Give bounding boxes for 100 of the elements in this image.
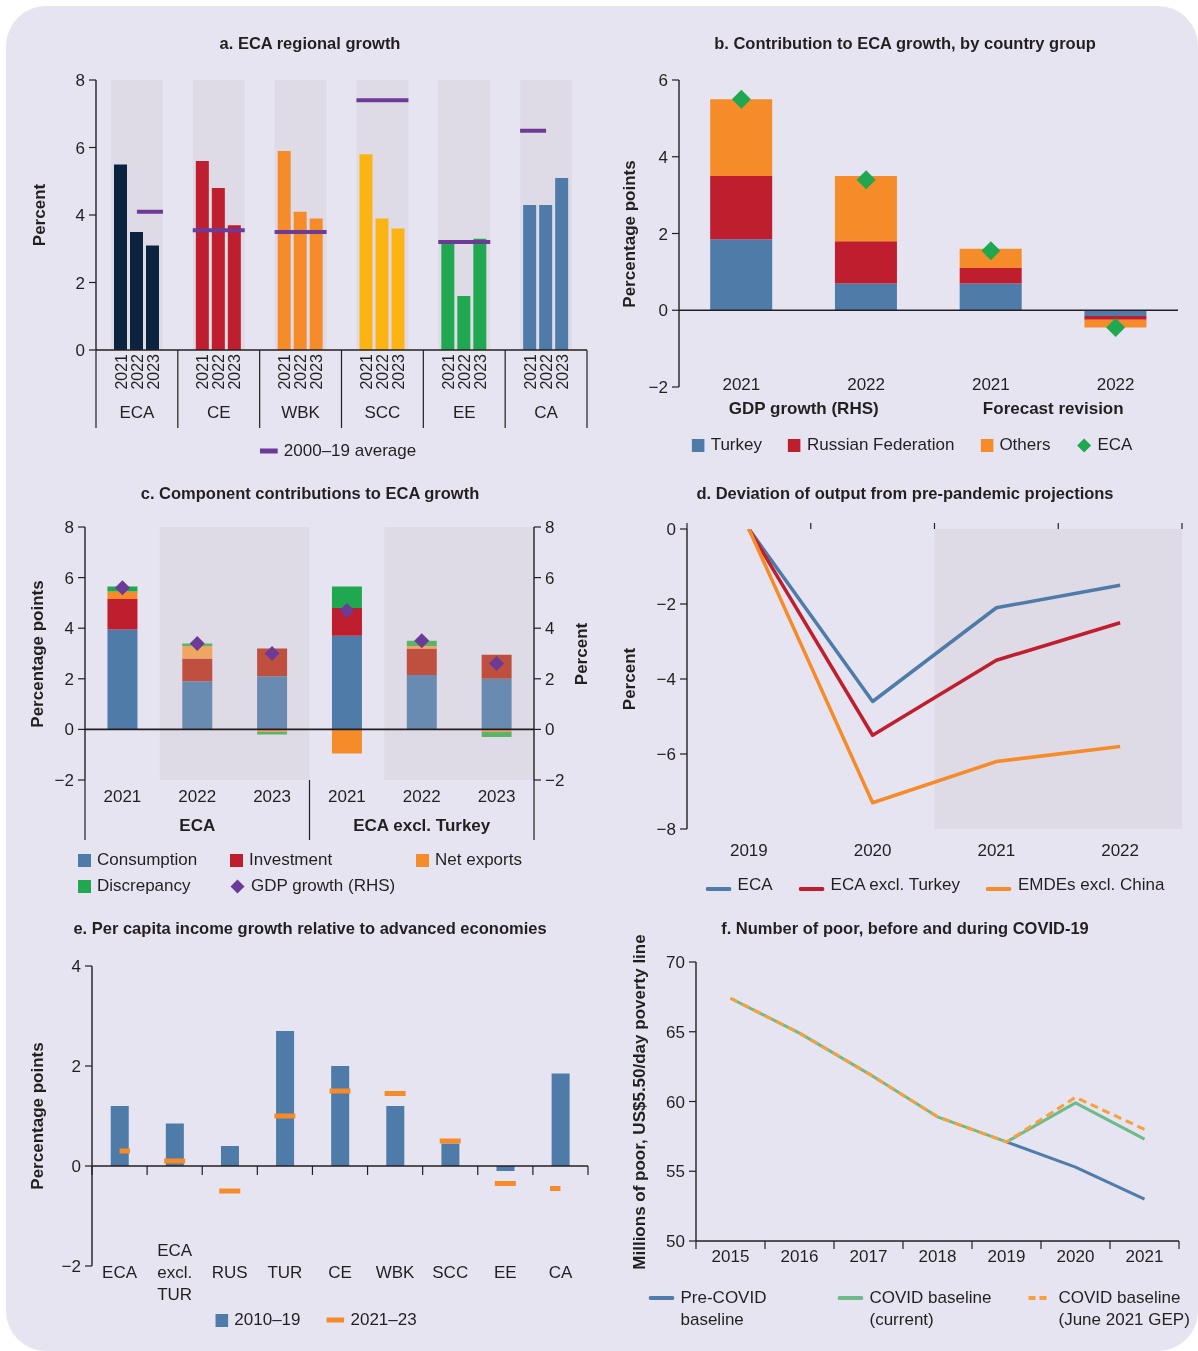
y-tick-label: 0 bbox=[666, 520, 676, 540]
x-tick-label: 2021 bbox=[722, 374, 761, 394]
y-tick-label: 8 bbox=[75, 71, 85, 91]
x-tick-label: TUR bbox=[267, 1262, 303, 1282]
y2-tick-label: 4 bbox=[545, 619, 555, 639]
y-tick-label: 6 bbox=[75, 138, 85, 158]
x-tick-label: RUS bbox=[211, 1262, 248, 1282]
x-tick-label: 2019 bbox=[987, 1246, 1026, 1266]
y2-tick-label: 0 bbox=[545, 720, 555, 740]
y-axis-title: Percentage points bbox=[620, 159, 640, 308]
y-tick-label: 50 bbox=[666, 1232, 685, 1252]
x-tick-label: 2021 bbox=[1125, 1246, 1164, 1266]
x-tick-label: 2020 bbox=[853, 840, 892, 860]
y2-tick-label: 8 bbox=[545, 518, 555, 538]
x-tick-label: 2022 bbox=[178, 786, 217, 806]
x-tick-label: 2015 bbox=[711, 1246, 750, 1266]
x-tick-label: ECA excl. TUR bbox=[157, 1240, 193, 1304]
legend-label: COVID baseline (June 2021 GEP) bbox=[1058, 1287, 1191, 1331]
x-tick-label: ECA bbox=[102, 1262, 138, 1282]
y-tick-label: 0 bbox=[75, 341, 85, 361]
y-axis-title: Percentage points bbox=[28, 579, 48, 728]
x-tick-label: 2022 bbox=[1096, 374, 1135, 394]
legend-label: COVID baseline (current) bbox=[869, 1287, 993, 1331]
y-tick-label: 4 bbox=[75, 206, 85, 226]
x-tick-label: 2016 bbox=[780, 1246, 819, 1266]
y-tick-label: 8 bbox=[64, 518, 74, 538]
text: GDP growth (RHS) bbox=[728, 398, 879, 418]
y-tick-label: 0 bbox=[71, 1157, 81, 1177]
legend-label: 2021–23 bbox=[350, 1309, 417, 1331]
y-tick-label: 4 bbox=[71, 957, 81, 977]
legend-label: Net exports bbox=[435, 849, 522, 871]
legend-label: ECA excl. Turkey bbox=[830, 874, 960, 896]
x-tick-label: CE bbox=[206, 402, 231, 422]
x-tick-label: ECA bbox=[119, 402, 156, 422]
legend-label: 2000–19 average bbox=[283, 440, 417, 462]
x-tick-label: SCC bbox=[364, 402, 401, 422]
legend-label: EMDEs excl. China bbox=[1017, 874, 1165, 896]
x-tick-label: 2022 bbox=[402, 786, 441, 806]
y-tick-label: 55 bbox=[666, 1162, 685, 1182]
y-tick-label: 70 bbox=[666, 953, 685, 973]
x-tick-label: EE bbox=[452, 402, 476, 422]
chart-title: d. Deviation of output from pre-pandemic projections bbox=[696, 483, 1114, 503]
x-tick-label: 2019 bbox=[729, 840, 768, 860]
x-tick-label: CA bbox=[548, 1262, 573, 1282]
chart-title: e. Per capita income growth relative to advanced economies bbox=[73, 918, 547, 938]
x-tick-label: 2023 bbox=[477, 786, 516, 806]
y-tick-label: −2 bbox=[656, 595, 676, 615]
x-tick-label: CA bbox=[534, 402, 559, 422]
y-tick-label: −4 bbox=[656, 670, 676, 690]
y-tick-label: −2 bbox=[648, 378, 668, 398]
y-axis-title: Percent bbox=[620, 647, 640, 711]
x-tick-label: 2021 bbox=[103, 786, 142, 806]
x-tick-label: 2023 bbox=[253, 786, 291, 806]
x-tick-label: 2020 bbox=[1056, 1246, 1095, 1266]
y-tick-label: 6 bbox=[658, 71, 668, 91]
legend-label: Consumption bbox=[97, 849, 198, 871]
x-tick-label: EE bbox=[493, 1262, 517, 1282]
chart-title: b. Contribution to ECA growth, by country group bbox=[714, 33, 1096, 53]
x-tick-label: 2021 bbox=[971, 374, 1010, 394]
y2-tick-label: 2 bbox=[545, 669, 555, 689]
y-tick-label: 2 bbox=[75, 273, 85, 293]
legend-label: Discrepancy bbox=[97, 875, 191, 897]
x-tick-label: 2021 bbox=[328, 786, 366, 806]
legend-label: Investment bbox=[249, 849, 333, 871]
y-axis-title: Percentage points bbox=[28, 1042, 48, 1190]
y-tick-label: 2 bbox=[64, 669, 74, 689]
y-tick-label: 0 bbox=[64, 720, 74, 740]
x-tick-label: 2021 bbox=[977, 840, 1016, 860]
y-tick-label: 2 bbox=[71, 1057, 81, 1077]
text: ECA bbox=[179, 815, 216, 835]
y-tick-label: 0 bbox=[658, 301, 668, 321]
y-tick-label: 60 bbox=[666, 1092, 685, 1112]
x-tick-label: SCC bbox=[432, 1262, 469, 1282]
text: Forecast revision bbox=[982, 398, 1124, 418]
y-axis-title: Percent bbox=[30, 183, 50, 247]
legend-label: GDP growth (RHS) bbox=[251, 875, 396, 897]
y-tick-label: 4 bbox=[64, 619, 74, 639]
legend-label: 2010–19 bbox=[234, 1309, 301, 1331]
y-tick-label: −6 bbox=[656, 745, 676, 765]
y-tick-label: −2 bbox=[54, 771, 74, 791]
chart-title: f. Number of poor, before and during COVID-19 bbox=[721, 918, 1089, 938]
legend-label: Pre-COVID baseline bbox=[680, 1287, 768, 1331]
y2-tick-label: 6 bbox=[545, 568, 555, 588]
y-tick-label: 4 bbox=[658, 147, 668, 167]
y-tick-label: 2 bbox=[658, 224, 668, 244]
chart-title: a. ECA regional growth bbox=[219, 33, 401, 53]
y-axis-title: Millions of poor, US$5.50/day poverty line bbox=[630, 933, 650, 1270]
legend-label: ECA bbox=[1097, 434, 1133, 456]
y2-axis-title: Percent bbox=[572, 622, 592, 685]
x-tick-label: WBK bbox=[281, 402, 321, 422]
legend-label: Others bbox=[999, 434, 1051, 456]
x-tick-label: 2017 bbox=[849, 1246, 888, 1266]
text: ECA excl. Turkey bbox=[353, 815, 491, 835]
y-tick-label: 6 bbox=[64, 568, 74, 588]
x-tick-label: 2018 bbox=[918, 1246, 957, 1266]
legend-label: Russian Federation bbox=[806, 434, 955, 456]
x-tick-label: CE bbox=[328, 1262, 352, 1282]
y2-tick-label: −2 bbox=[545, 771, 565, 791]
x-tick-label: WBK bbox=[375, 1262, 416, 1282]
x-tick-label: 2022 bbox=[847, 374, 886, 394]
